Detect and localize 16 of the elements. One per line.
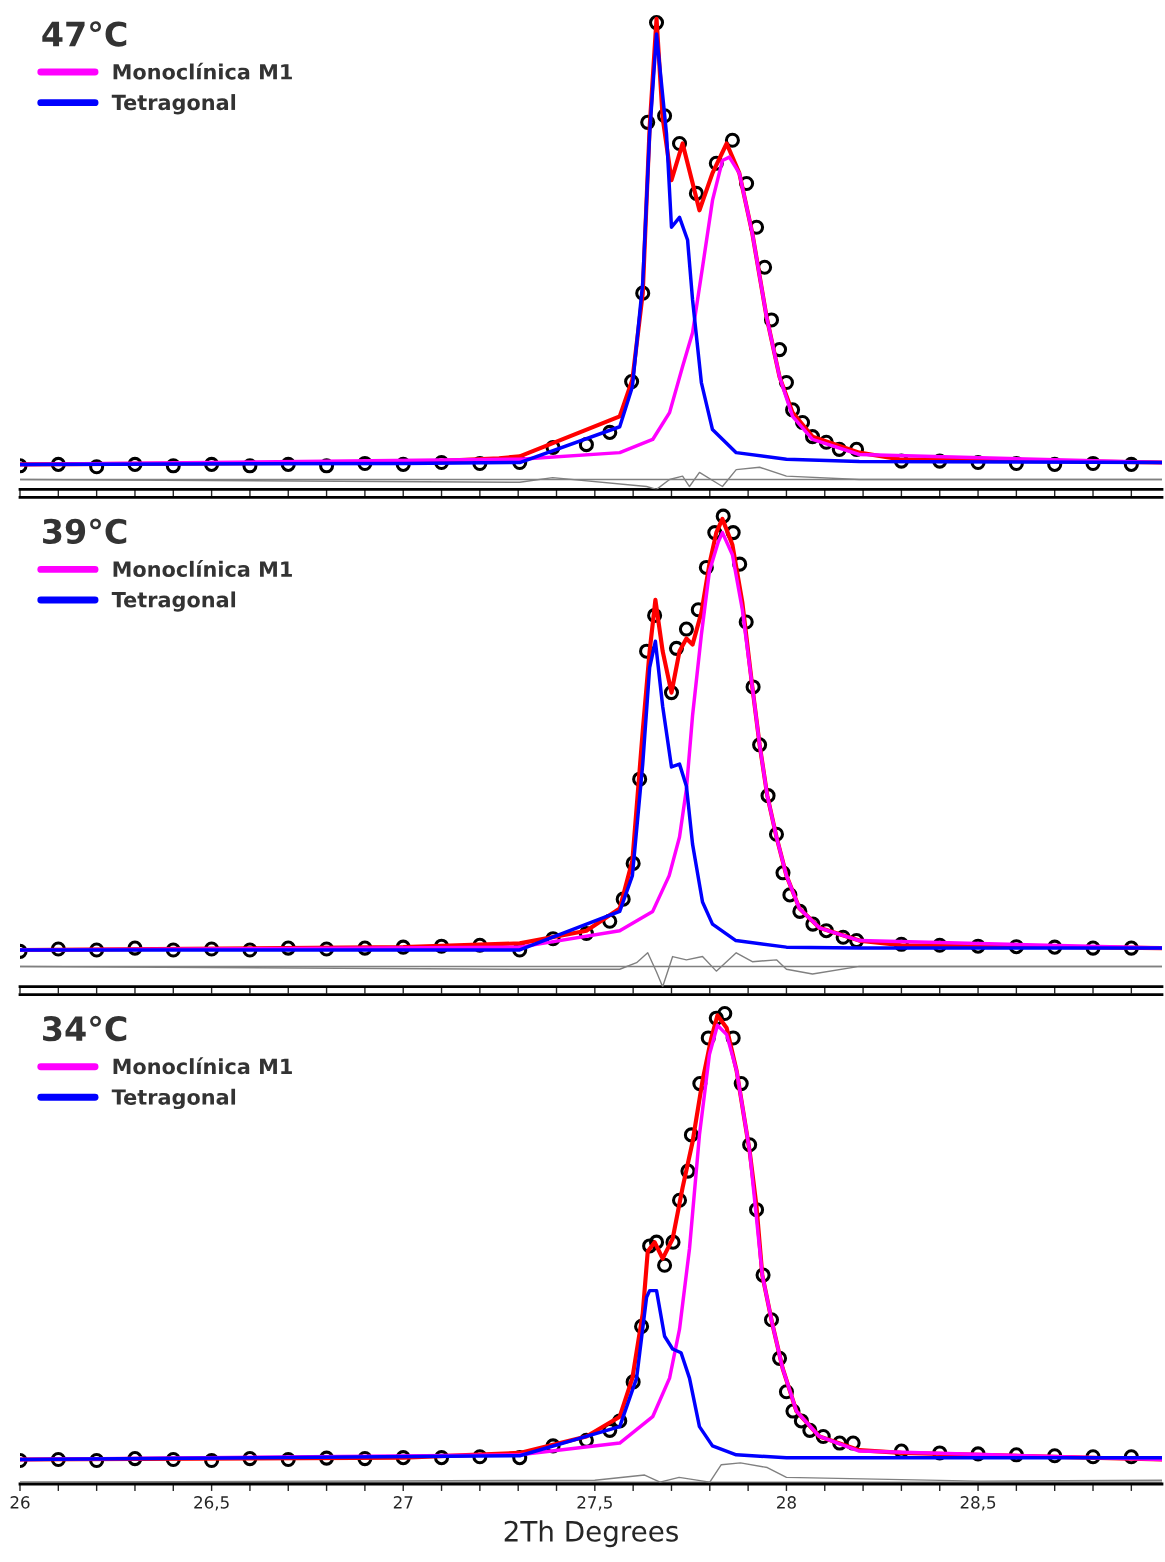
legend-label: Monoclínica M1 [113,1057,292,1075]
legend-label: Monoclínica M1 [113,62,292,80]
legend-title: 47°C [42,21,127,47]
x-tick-label: 26,5 [194,1496,229,1511]
legend-label: Monoclínica M1 [113,560,292,577]
legend-label: Tetragonal [111,94,236,115]
x-tick-label: 28,5 [960,1496,996,1511]
x-axis-title: 2Th Degrees [504,1520,678,1548]
legend-label: Tetragonal [111,1088,236,1110]
legend-label: Tetragonal [111,591,236,612]
legend-title: 34°C [43,1015,127,1042]
x-tick-label: 27 [393,1496,413,1509]
x-tick-label: 27,5 [577,1496,612,1511]
x-tick-label: 28 [777,1496,796,1509]
legend-title: 39°C [43,518,127,544]
x-tick-label: 26 [10,1496,30,1509]
